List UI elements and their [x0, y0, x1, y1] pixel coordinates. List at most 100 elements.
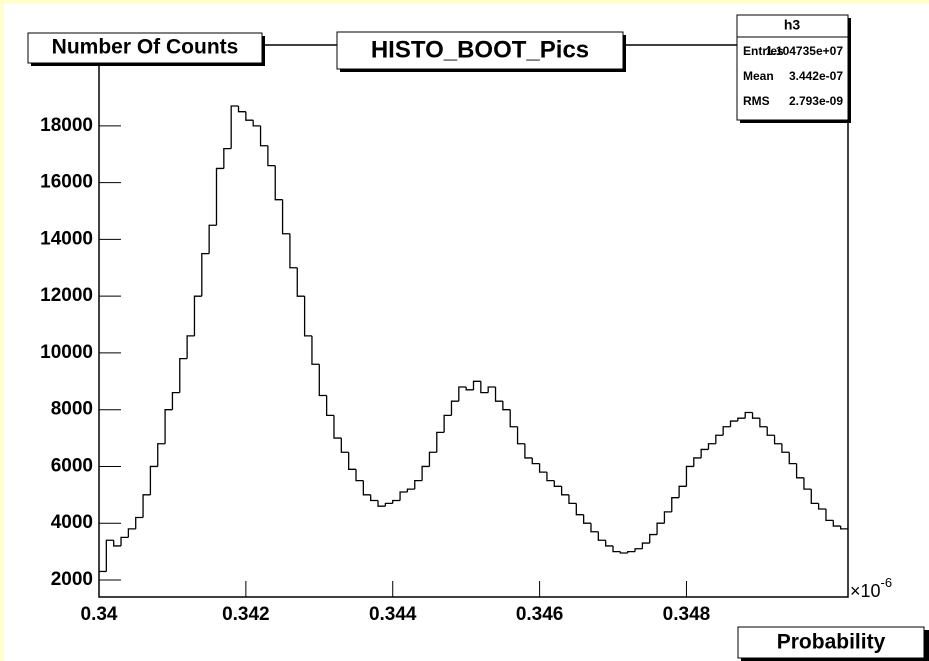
histogram-bin [311, 335, 320, 365]
histogram-bin [223, 147, 232, 169]
histogram-bin [149, 465, 158, 495]
histogram-bin [840, 526, 848, 530]
stats-key: RMS [743, 94, 770, 108]
histogram-bin [384, 502, 393, 507]
histogram-bin [634, 548, 643, 552]
histogram-bin [531, 457, 540, 465]
histogram-bin [281, 199, 290, 235]
histogram-bin [487, 386, 496, 393]
histogram-bin [766, 426, 775, 436]
histogram-bin [355, 469, 364, 482]
histogram-bin [560, 486, 569, 496]
histogram-bin [590, 523, 599, 533]
x-tick-label: 0.344 [369, 604, 417, 625]
histogram-bin [392, 499, 401, 504]
histogram-bin [553, 480, 562, 487]
x-exponent: ×10-6 [850, 575, 892, 600]
histogram-bin [120, 536, 129, 546]
stats-value: 2.793e-09 [789, 94, 843, 108]
histogram-bin [259, 125, 268, 147]
histogram-bin [788, 452, 797, 465]
histogram-bin [362, 480, 371, 496]
histogram-bin [546, 472, 555, 482]
histogram-bin [671, 497, 680, 512]
histogram-bin [274, 165, 283, 201]
histogram-bin [832, 520, 841, 527]
histogram-bin [215, 167, 224, 226]
stats-value: 1.104735e+07 [766, 44, 843, 58]
histogram-bin [612, 545, 621, 553]
y-tick-label: 18000 [40, 115, 93, 136]
histogram-bin [421, 465, 430, 481]
histogram-bin [399, 491, 408, 501]
histogram-bin [685, 465, 694, 487]
histogram-bin [157, 443, 166, 467]
histogram-bin [700, 448, 709, 458]
histogram-bin [678, 485, 687, 498]
histogram-bin [649, 533, 658, 544]
x-tick-label: 0.348 [663, 604, 711, 625]
histogram-bin [737, 417, 746, 422]
histogram-bin [436, 431, 445, 453]
histogram-bin [370, 494, 379, 502]
histogram-bin [245, 111, 254, 121]
histogram-bin [524, 443, 533, 459]
histogram-bin [406, 488, 415, 492]
stats-key: Mean [743, 69, 774, 83]
histogram-bin [641, 542, 650, 549]
histogram-bin [759, 418, 768, 428]
stats-value: 3.442e-07 [789, 69, 843, 83]
histogram-bin [538, 463, 547, 473]
histogram-bin [142, 494, 151, 518]
y-tick-label: 12000 [40, 285, 93, 306]
histogram-bin [193, 295, 202, 336]
histogram-bin [627, 550, 636, 554]
histogram-bin [325, 395, 334, 417]
stats-title: h3 [784, 17, 801, 33]
x-axis-title: Probability [777, 631, 886, 654]
y-tick-label: 8000 [51, 399, 93, 420]
histogram-bin [237, 106, 246, 113]
exponent-power: -6 [881, 575, 893, 590]
histogram-bin [164, 409, 173, 444]
histogram-bin [105, 539, 114, 572]
histogram-bin [443, 414, 452, 433]
x-tick-label: 0.346 [516, 604, 564, 625]
histogram-bin [289, 233, 298, 269]
histogram-bin [795, 463, 804, 479]
histogram-bin [303, 296, 312, 337]
box [336, 31, 624, 70]
histogram-bin [201, 252, 210, 297]
box [737, 626, 925, 659]
histogram-bin [450, 400, 459, 416]
histogram-bin [171, 392, 180, 410]
histogram-bin [465, 386, 474, 391]
y-tick-label: 6000 [51, 455, 93, 476]
histogram-bin [377, 500, 386, 507]
histogram-bin [509, 409, 518, 428]
histogram-bin [656, 522, 665, 535]
histogram-bin [208, 224, 217, 254]
histogram-bin [458, 386, 467, 402]
stats-key: Entries [743, 44, 784, 58]
x-title-box: Probability [737, 626, 929, 661]
histogram-bin [810, 489, 819, 504]
histogram-bin [127, 528, 136, 538]
exponent-base: ×10 [850, 581, 881, 601]
stats-box: h3 Entries 1.104735e+07 Mean 3.442e-07 R… [736, 14, 851, 123]
histogram-bin [267, 145, 276, 167]
box [736, 14, 849, 121]
histogram-bin [707, 443, 716, 450]
histogram-bin [113, 540, 122, 547]
histogram-bin [715, 434, 724, 444]
chart-title: HISTO_BOOT_Pics [371, 36, 589, 63]
histogram-bin [502, 401, 511, 411]
histogram-bin [773, 435, 782, 445]
histogram-bin [340, 438, 349, 453]
histogram-bin [825, 509, 834, 522]
histogram-bin [781, 443, 790, 453]
histogram-bin [605, 540, 614, 547]
histogram-bin [179, 357, 188, 393]
histogram-bin [252, 120, 261, 127]
